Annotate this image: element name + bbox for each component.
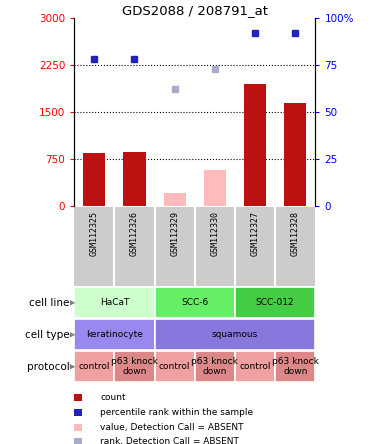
Text: HaCaT: HaCaT — [100, 298, 129, 307]
Text: SCC-6: SCC-6 — [181, 298, 209, 307]
Text: cell line: cell line — [29, 298, 69, 308]
Text: rank, Detection Call = ABSENT: rank, Detection Call = ABSENT — [100, 437, 239, 444]
Bar — [235, 351, 275, 382]
Bar — [83, 153, 105, 206]
Text: GSM112326: GSM112326 — [130, 211, 139, 256]
Text: p63 knock
down: p63 knock down — [191, 357, 238, 377]
Text: squamous: squamous — [212, 330, 258, 339]
Text: GSM112327: GSM112327 — [250, 211, 260, 256]
Text: GSM112330: GSM112330 — [210, 211, 219, 256]
Bar — [284, 103, 306, 206]
Text: percentile rank within the sample: percentile rank within the sample — [100, 408, 253, 417]
Text: GSM112328: GSM112328 — [291, 211, 300, 256]
Bar — [155, 319, 315, 350]
Bar — [114, 351, 155, 382]
Text: GSM112325: GSM112325 — [90, 211, 99, 256]
Text: SCC-012: SCC-012 — [256, 298, 295, 307]
Text: p63 knock
down: p63 knock down — [111, 357, 158, 377]
Title: GDS2088 / 208791_at: GDS2088 / 208791_at — [122, 4, 268, 16]
Text: keratinocyte: keratinocyte — [86, 330, 143, 339]
Bar — [204, 170, 226, 206]
Bar — [155, 351, 195, 382]
Bar — [155, 287, 235, 318]
Bar — [244, 84, 266, 206]
Bar — [124, 152, 145, 206]
Text: GSM112329: GSM112329 — [170, 211, 179, 256]
Text: protocol: protocol — [27, 362, 69, 372]
Text: p63 knock
down: p63 knock down — [272, 357, 319, 377]
Text: control: control — [239, 362, 271, 371]
Bar — [275, 351, 315, 382]
Bar — [74, 351, 114, 382]
Bar — [164, 193, 186, 206]
Text: count: count — [100, 393, 126, 402]
Text: value, Detection Call = ABSENT: value, Detection Call = ABSENT — [100, 423, 244, 432]
Bar — [74, 319, 155, 350]
Text: control: control — [79, 362, 110, 371]
Text: control: control — [159, 362, 190, 371]
Text: cell type: cell type — [25, 330, 69, 340]
Bar — [74, 287, 155, 318]
Bar — [235, 287, 315, 318]
Bar — [195, 351, 235, 382]
